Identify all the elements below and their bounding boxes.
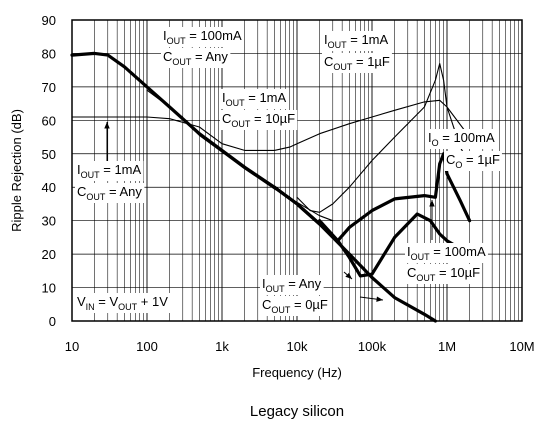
y-tick-label: 60 — [42, 113, 56, 128]
annotation-background — [322, 31, 391, 51]
y-tick-label: 50 — [42, 147, 56, 162]
x-tick-label: 10M — [509, 339, 534, 354]
annotation-background — [220, 89, 289, 109]
annotation-label: COUT = Any — [77, 184, 142, 202]
x-tick-label: 10 — [65, 339, 79, 354]
annotation-label: COUT = Any — [163, 49, 228, 67]
annotation-background — [322, 53, 392, 73]
annotation-background — [75, 183, 145, 203]
series-line-5 — [272, 185, 437, 323]
series-line-1 — [70, 51, 340, 243]
y-tick-label: 10 — [42, 281, 56, 296]
y-tick-label: 70 — [42, 80, 56, 95]
annotation-background — [75, 293, 171, 313]
y-tick-label: 20 — [42, 247, 56, 262]
arrow-1ma-any-head — [104, 122, 110, 129]
annotation-background — [260, 296, 330, 316]
annotation-background — [444, 151, 502, 171]
annotation-background — [405, 264, 483, 284]
annotation-background — [161, 27, 244, 47]
chart-caption: Legacy silicon — [250, 403, 344, 420]
x-axis-label: Frequency (Hz) — [252, 365, 342, 380]
annotation-background — [75, 161, 144, 181]
annotation-label: IOUT = 100mA — [163, 28, 242, 46]
annotation-label: COUT = 1µF — [324, 54, 390, 72]
annotation-background — [260, 275, 324, 295]
y-tick-label: 80 — [42, 46, 56, 61]
y-tick-label: 90 — [42, 13, 56, 28]
y-tick-label: 40 — [42, 180, 56, 195]
x-tick-label: 100k — [358, 339, 387, 354]
annotation-background — [405, 243, 488, 263]
x-tick-labels: 10 100 1k 10k 100k 1M 10M — [65, 339, 535, 354]
arrow-any-0uf-head — [345, 272, 352, 279]
arrow-100ma-10uf-head — [429, 200, 435, 207]
annotation-label: IOUT = 1mA — [324, 32, 388, 50]
annotation-label: VIN = VOUT + 1V — [77, 294, 168, 312]
annotation-label: IOUT = Any — [262, 276, 322, 294]
series-line-6 — [318, 212, 472, 278]
y-tick-label: 0 — [49, 314, 56, 329]
annotation-label: IOUT = 1mA — [77, 162, 141, 180]
x-tick-label: 100 — [136, 339, 158, 354]
series-line-7 — [336, 152, 472, 243]
annotations: IOUT = 100mA COUT = Any IOUT = 1mA COUT = 1… — [75, 27, 502, 316]
y-tick-label: 30 — [42, 214, 56, 229]
x-tick-label: 1k — [215, 339, 229, 354]
annotation-label: CO = 1µF — [446, 152, 500, 170]
series-lines — [70, 51, 472, 323]
x-tick-label: 10k — [287, 339, 308, 354]
annotation-label: COUT = 0µF — [262, 297, 328, 315]
annotation-background — [161, 48, 231, 68]
series-line-4 — [146, 89, 334, 222]
series-line-3 — [296, 62, 471, 213]
y-tick-labels: 0 10 20 30 40 50 60 70 80 90 — [42, 13, 56, 329]
plot-frame — [71, 19, 523, 322]
x-tick-label: 1M — [438, 339, 456, 354]
annotation-label: COUT = 10µF — [222, 111, 295, 129]
arrow-vin-head — [376, 296, 383, 302]
annotation-background — [426, 129, 497, 149]
y-axis-label: Ripple Rejection (dB) — [9, 109, 24, 232]
annotation-label: COUT = 10µF — [407, 265, 480, 283]
annotation-label: IOUT = 100mA — [407, 244, 486, 262]
annotation-background — [220, 110, 298, 130]
annotation-label: IOUT = 1mA — [222, 90, 286, 108]
annotation-label: IO = 100mA — [428, 130, 495, 148]
